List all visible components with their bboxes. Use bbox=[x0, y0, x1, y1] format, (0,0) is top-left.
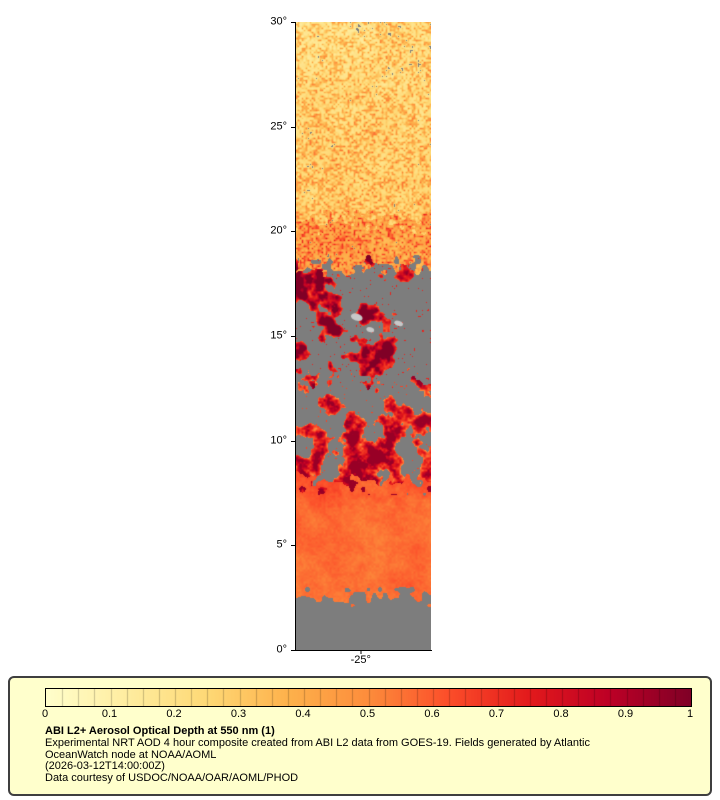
legend-timestamp: (2026-03-12T14:00:00Z) bbox=[45, 760, 165, 772]
lat-tick-label: 30° bbox=[270, 15, 287, 28]
lat-tick-label: 5° bbox=[276, 538, 287, 551]
colorbar-tick-label: 0.5 bbox=[359, 708, 376, 720]
legend-panel: 0 0.1 0.2 0.3 0.4 0.5 0.6 0.7 0.8 0.9 1 ABI L2+ Ae… bbox=[8, 676, 712, 796]
colorbar-tick-label: 0.4 bbox=[295, 708, 311, 720]
longitude-axis: -25° bbox=[296, 22, 431, 666]
colorbar-tick-label: 0.2 bbox=[166, 708, 182, 720]
colorbar-tick-label: 1 bbox=[686, 708, 694, 720]
colorbar-tick-label: 0.3 bbox=[230, 708, 247, 720]
lat-tick-label: 0° bbox=[276, 643, 287, 656]
lat-tick-mark bbox=[291, 650, 296, 651]
aod-raster-canvas bbox=[296, 22, 431, 650]
colorbar-tick-label: 0.1 bbox=[101, 708, 118, 720]
legend-title: ABI L2+ Aerosol Optical Depth at 550 nm … bbox=[45, 725, 275, 737]
lat-tick-label: 15° bbox=[270, 329, 287, 342]
colorbar-tick-label: 0.7 bbox=[488, 708, 505, 720]
lon-tick-mark bbox=[360, 650, 362, 654]
legend-description-line2: OceanWatch node at NOAA/AOML bbox=[45, 748, 217, 761]
colorbar-tick-label: 0 bbox=[41, 708, 49, 720]
colorbar bbox=[45, 688, 692, 707]
legend-description-line1: Experimental NRT AOD 4 hour composite cr… bbox=[45, 737, 590, 749]
lat-tick-mark bbox=[291, 336, 296, 337]
lat-tick-label: 10° bbox=[270, 434, 287, 447]
colorbar-tick-label: 0.8 bbox=[553, 708, 569, 720]
lat-tick-mark bbox=[291, 231, 296, 233]
legend-credit: Data courtesy of USDOC/NOAA/OAR/AOML/PHO… bbox=[45, 771, 299, 784]
map-plot: 30° 25° 20° 15° 10° 5° 0° -25° bbox=[270, 16, 432, 666]
lon-tick-label: -25° bbox=[350, 654, 371, 666]
colorbar-tick-label: 0.9 bbox=[617, 708, 634, 720]
lat-tick-label: 20° bbox=[270, 224, 287, 237]
lat-tick-mark bbox=[291, 440, 296, 442]
colorbar-tick-label: 0.6 bbox=[424, 708, 440, 720]
lat-tick-mark bbox=[291, 545, 296, 547]
lat-tick-mark bbox=[291, 22, 296, 23]
colorbar-tick-labels: 0 0.1 0.2 0.3 0.4 0.5 0.6 0.7 0.8 0.9 1 bbox=[41, 707, 694, 722]
longitude-axis-line bbox=[295, 650, 432, 651]
lat-tick-label: 25° bbox=[270, 120, 287, 133]
latitude-axis: 30° 25° 20° 15° 10° 5° 0° bbox=[270, 16, 431, 655]
lat-tick-mark bbox=[291, 126, 296, 128]
